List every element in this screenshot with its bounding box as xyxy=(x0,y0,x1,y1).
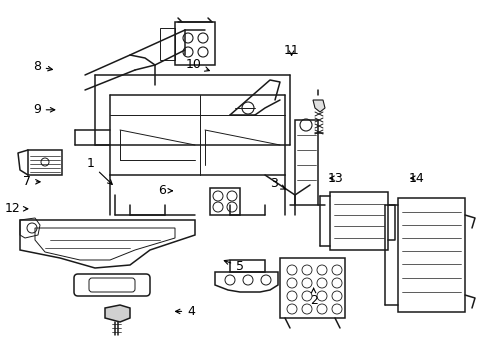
Text: 3: 3 xyxy=(270,177,286,190)
Text: 14: 14 xyxy=(409,172,424,185)
Text: 10: 10 xyxy=(186,58,209,71)
Text: 7: 7 xyxy=(23,175,40,188)
Text: 5: 5 xyxy=(224,260,244,273)
Polygon shape xyxy=(105,305,130,322)
Polygon shape xyxy=(313,100,325,112)
Text: 8: 8 xyxy=(33,60,52,73)
Text: 13: 13 xyxy=(328,172,343,185)
Text: 11: 11 xyxy=(284,44,299,57)
Text: 2: 2 xyxy=(310,288,318,307)
Text: 9: 9 xyxy=(33,103,55,116)
Text: 12: 12 xyxy=(4,202,28,215)
Text: 4: 4 xyxy=(175,305,195,318)
Text: 1: 1 xyxy=(87,157,112,184)
Text: 6: 6 xyxy=(158,184,172,197)
